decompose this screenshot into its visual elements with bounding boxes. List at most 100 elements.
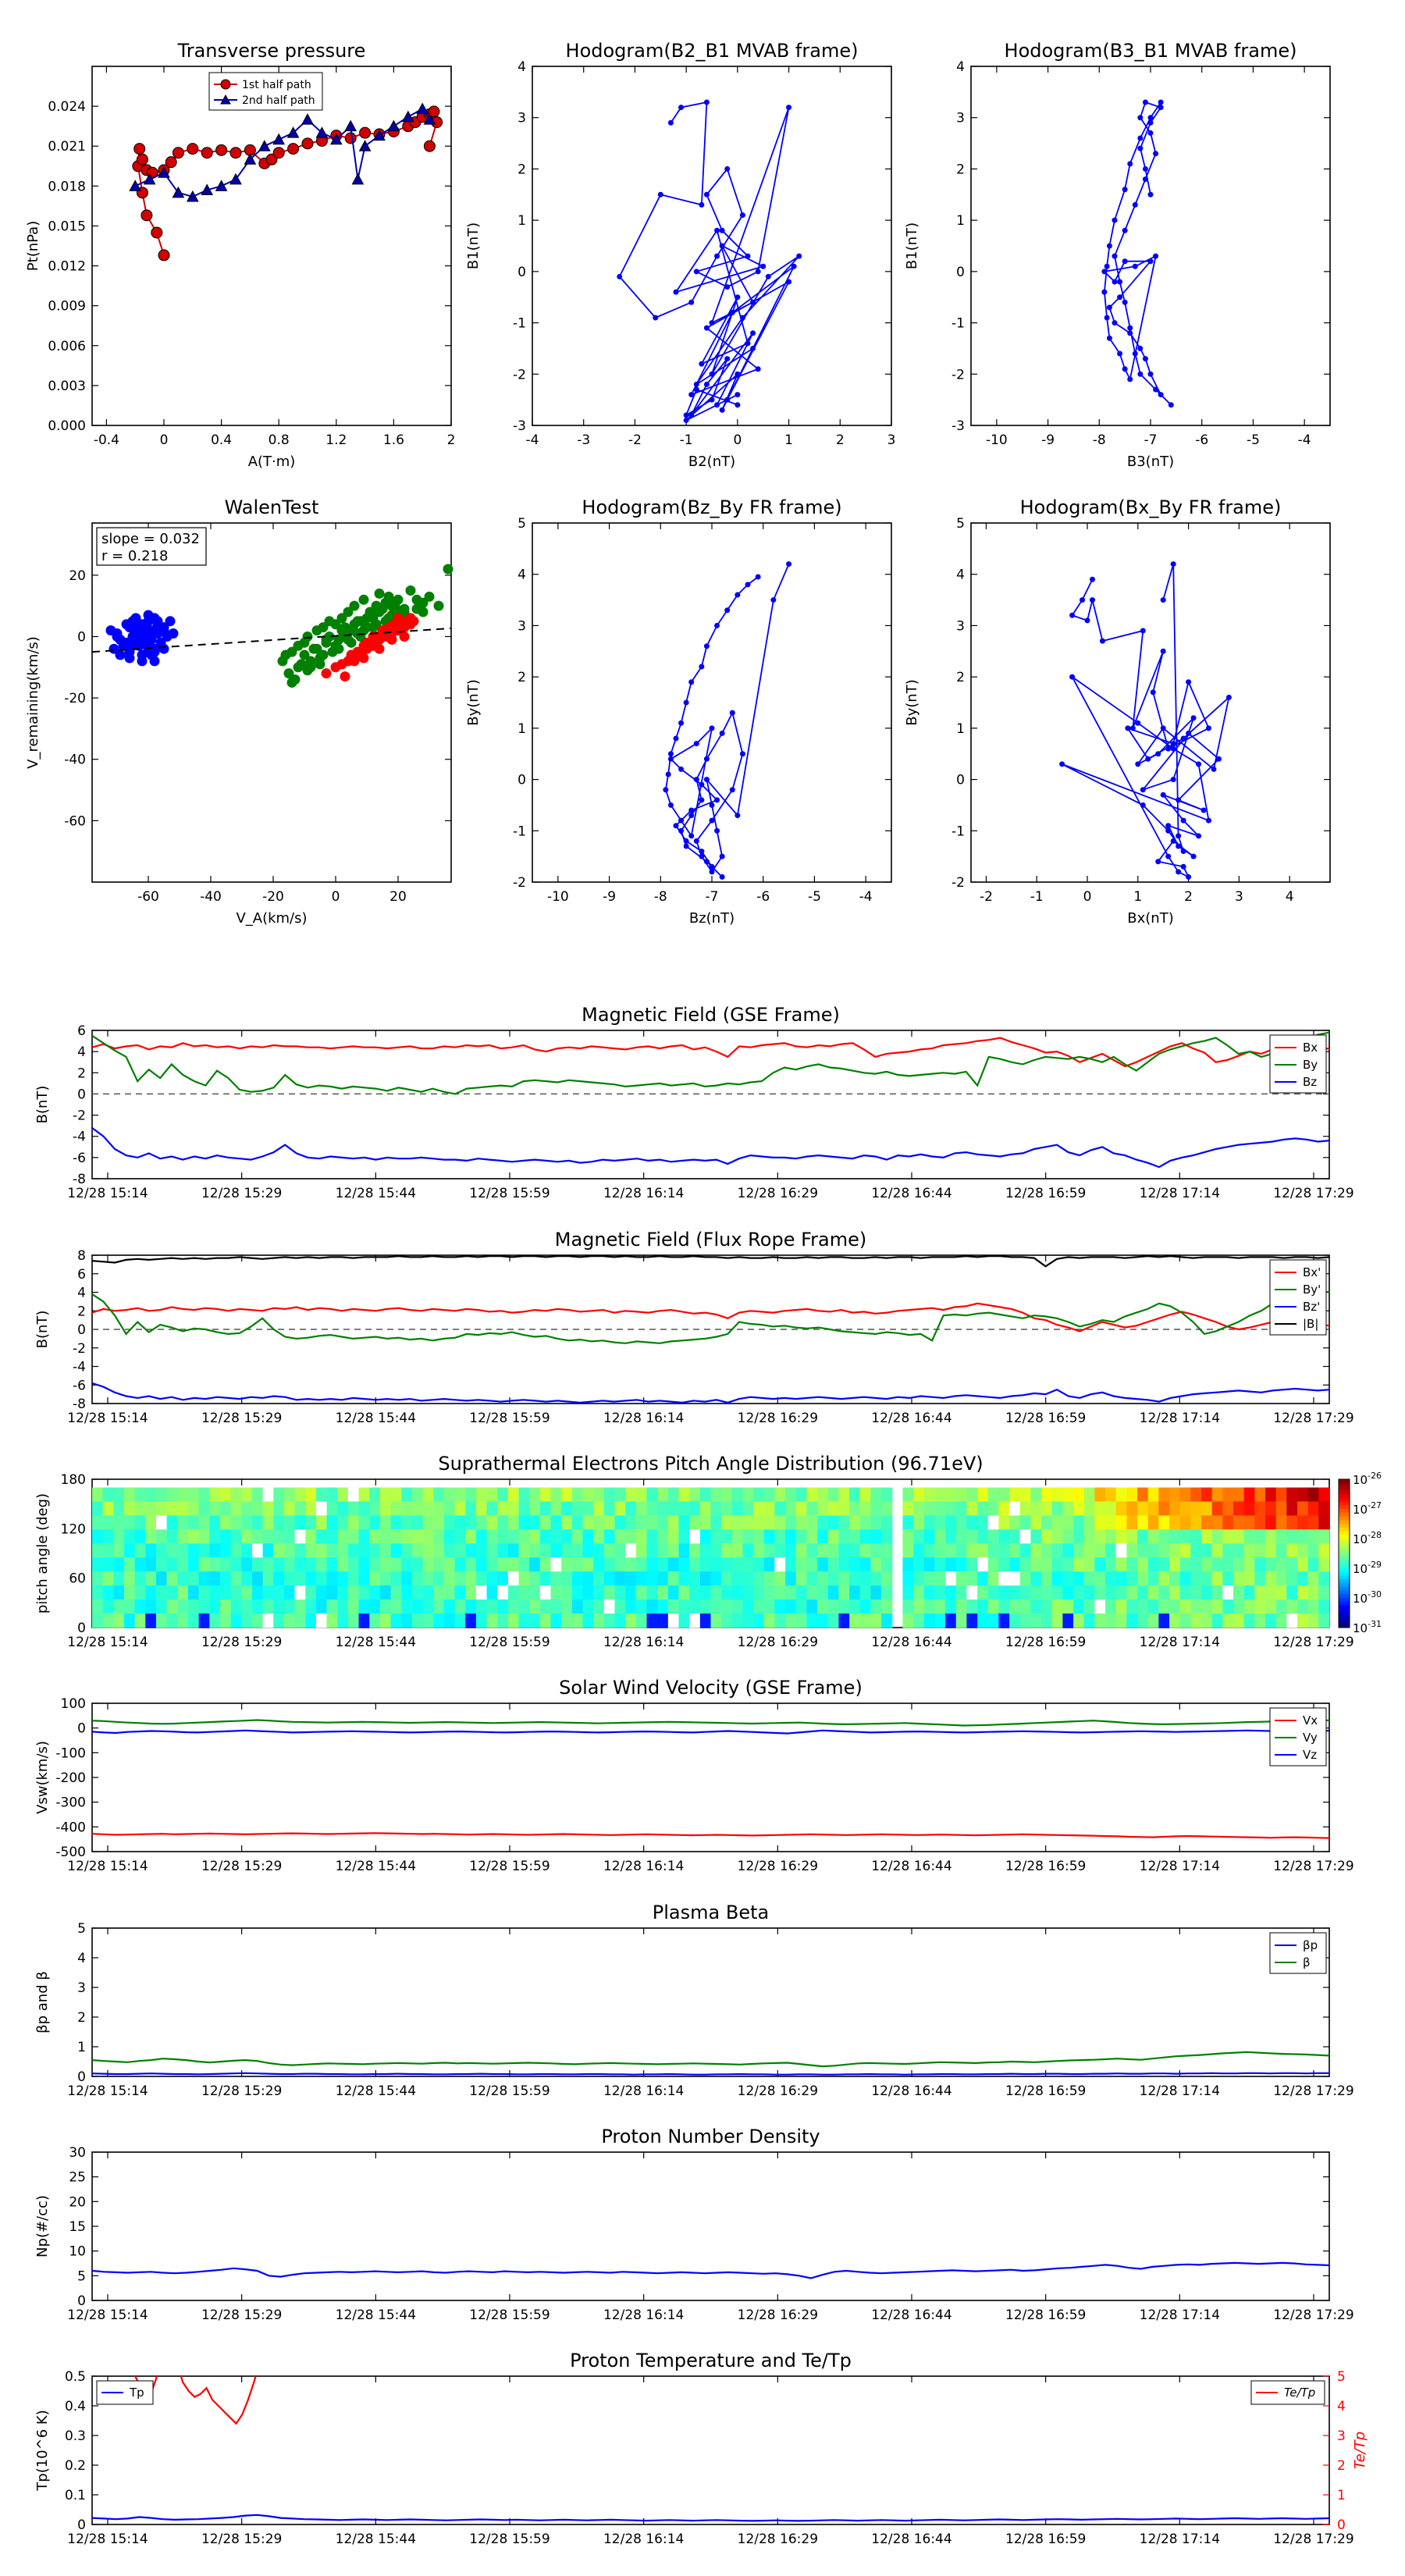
time-tick-label: 12/28 15:44: [336, 2307, 416, 2323]
heatmap-cell: [241, 1599, 253, 1614]
colorbar-segment: [1339, 1505, 1350, 1510]
heatmap-cell: [678, 1487, 690, 1503]
data-point: [755, 269, 761, 275]
heatmap-cell: [987, 1543, 1000, 1558]
heatmap-cell: [657, 1614, 669, 1628]
heatmap-cell: [177, 1501, 189, 1517]
heatmap-cell: [1286, 1614, 1298, 1628]
heatmap-cell: [721, 1557, 733, 1572]
x-tick-label: 0: [160, 432, 169, 448]
data-point: [667, 119, 674, 126]
heatmap-cell: [870, 1585, 882, 1600]
heatmap-cell: [913, 1543, 925, 1558]
heatmap-cell: [1243, 1501, 1255, 1517]
heatmap-cell: [294, 1557, 306, 1572]
heatmap-cell: [1019, 1599, 1032, 1614]
heatmap-cell: [859, 1557, 872, 1572]
y-tick-label: 0.006: [48, 339, 86, 354]
heatmap-cell: [593, 1487, 605, 1503]
heatmap-cell: [849, 1585, 861, 1600]
heatmap-cell: [753, 1571, 765, 1586]
data-point: [678, 766, 685, 772]
y-axis-label: B(nT): [34, 1311, 51, 1349]
heatmap-cell: [1222, 1487, 1234, 1503]
y-tick-label: 0: [77, 2069, 86, 2085]
heatmap-cell: [251, 1501, 264, 1517]
heatmap-cell: [198, 1557, 210, 1572]
heatmap-cell: [1211, 1515, 1223, 1530]
heatmap-cell: [230, 1571, 242, 1586]
chart-title: Plasma Beta: [653, 1902, 769, 1923]
x-axis-label: A(T·m): [248, 454, 296, 470]
heatmap-cell: [934, 1614, 946, 1628]
chart-title: Proton Temperature and Te/Tp: [570, 2350, 852, 2371]
heatmap-cell: [507, 1543, 520, 1558]
y-tick-label: 0: [518, 773, 526, 788]
heatmap-cell: [635, 1515, 648, 1530]
heatmap-cell: [529, 1599, 541, 1614]
heatmap-cell: [1041, 1529, 1053, 1544]
y-tick-label: 0: [956, 265, 965, 280]
heatmap-cell: [529, 1614, 541, 1628]
data-point: [1117, 279, 1123, 285]
heatmap-cell: [571, 1543, 584, 1558]
y-tick-label: -8: [73, 1172, 86, 1187]
y-tick-label: 3: [956, 111, 965, 126]
heatmap-cell: [774, 1501, 786, 1517]
time-tick-label: 12/28 16:14: [603, 1635, 684, 1650]
heatmap-cell: [1275, 1515, 1287, 1530]
heatmap-cell: [1179, 1529, 1191, 1544]
heatmap-cell: [1190, 1557, 1202, 1572]
heatmap-cell: [870, 1571, 882, 1586]
heatmap-cell: [582, 1571, 594, 1586]
colorbar-segment: [1339, 1524, 1350, 1528]
x-axis-label: Bx(nT): [1127, 910, 1173, 927]
x-axis-label: B3(nT): [1127, 454, 1174, 470]
time-tick-label: 12/28 15:29: [201, 1859, 282, 1874]
heatmap-cell: [337, 1501, 349, 1517]
heatmap-cell: [795, 1529, 808, 1544]
heatmap-cell: [379, 1557, 392, 1572]
data-point: [1069, 674, 1076, 680]
heatmap-cell: [454, 1515, 466, 1530]
heatmap-cell: [1275, 1571, 1287, 1586]
heatmap-cell: [294, 1571, 306, 1586]
heatmap-cell: [838, 1529, 850, 1544]
heatmap-cell: [625, 1571, 637, 1586]
heatmap-cell: [1009, 1585, 1021, 1600]
heatmap-cell: [1318, 1571, 1330, 1586]
heatmap-cell: [795, 1571, 808, 1586]
colorbar-base: 10: [1353, 1621, 1368, 1635]
heatmap-cell: [646, 1571, 658, 1586]
heatmap-cell: [1009, 1543, 1021, 1558]
heatmap-cell: [998, 1487, 1010, 1503]
heatmap-cell: [347, 1515, 360, 1530]
colorbar-segment: [1339, 1571, 1350, 1576]
heatmap-cell: [1041, 1585, 1053, 1600]
heatmap-cell: [102, 1557, 114, 1572]
heatmap-cell: [625, 1543, 637, 1558]
heatmap-cell: [443, 1543, 456, 1558]
data-point: [1147, 119, 1154, 126]
time-tick-label: 12/28 16:14: [603, 2532, 684, 2547]
heatmap-cell: [635, 1501, 648, 1517]
data-point: [673, 823, 679, 829]
heatmap-cell: [689, 1585, 701, 1600]
heatmap-cell: [529, 1515, 541, 1530]
colorbar-segment: [1339, 1512, 1350, 1517]
heatmap-cell: [785, 1614, 797, 1628]
heatmap-cell: [486, 1543, 498, 1558]
heatmap-cell: [561, 1529, 573, 1544]
y-tick-label: 0.009: [48, 299, 86, 315]
heatmap-cell: [358, 1543, 370, 1558]
heatmap-cell: [443, 1529, 456, 1544]
heatmap-cell: [1094, 1571, 1106, 1586]
heatmap-cell: [1169, 1529, 1181, 1544]
data-point: [1106, 243, 1112, 249]
heatmap-cell: [166, 1487, 178, 1503]
heatmap-cell: [326, 1585, 338, 1600]
heatmap-cell: [881, 1585, 893, 1600]
heatmap-cell: [294, 1501, 306, 1517]
chart-title: Hodogram(Bx_By FR frame): [1020, 496, 1282, 518]
heatmap-cell: [1019, 1585, 1032, 1600]
